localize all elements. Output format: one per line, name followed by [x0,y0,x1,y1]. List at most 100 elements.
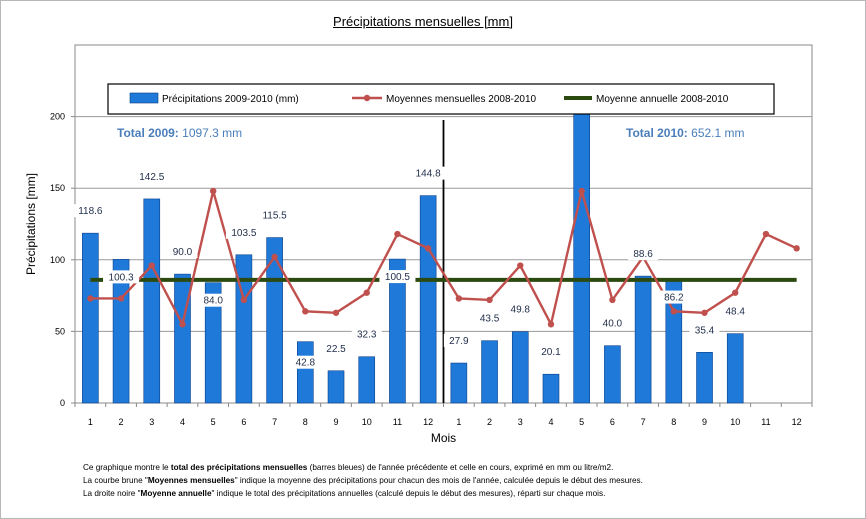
y-axis-title: Précipitations [mm] [24,173,38,275]
footnote: Ce graphique montre le total des précipi… [83,461,853,500]
data-label: 144.8 [416,169,441,180]
data-label-bg [474,311,505,325]
bar [696,352,713,404]
bar [604,345,621,404]
y-tick-label: 0 [60,398,65,408]
legend-label-monthly: Moyennes mensuelles 2008-2010 [386,94,537,105]
data-label-bg [628,247,659,261]
bar [235,254,253,404]
legend-label-annual: Moyenne annuelle 2008-2010 [596,94,729,105]
bar [450,362,468,404]
data-label-bg [535,345,566,359]
data-label: 32.3 [357,330,377,341]
footnote-line-3: La droite noire "Moyenne annuelle" indiq… [83,489,606,498]
monthly-mean-point [240,296,248,304]
monthly-mean-point [547,321,555,328]
chart-title: Précipitations mensuelles [mm] [333,14,513,29]
monthly-mean-line [90,190,798,328]
data-label: 20.1 [541,347,561,358]
data-label-bg [321,341,352,355]
data-label-bg [505,302,536,316]
bar [297,341,314,404]
bar [389,258,406,404]
y-tick-label: 50 [55,326,65,336]
data-label-bg [720,304,751,318]
data-label: 49.8 [511,305,531,316]
monthly-mean-point [670,308,678,315]
bar [419,195,437,404]
x-tick-label: 1 [88,417,93,427]
data-label: 48.4 [725,307,745,318]
data-label-bg [72,204,109,218]
monthly-mean-point [87,295,94,302]
bar [266,237,283,404]
x-tick-label: 9 [702,417,707,427]
y-tick-label: 100 [50,255,65,265]
bar [511,331,529,404]
monthly-mean-point [455,295,463,302]
data-label-bg [198,293,229,307]
data-label: 100.5 [385,272,410,283]
bar [327,370,345,404]
x-tick-label: 3 [149,417,154,427]
bar [726,333,744,404]
monthly-mean-point [732,289,739,296]
monthly-mean-point [363,289,370,296]
data-label: 115.5 [262,211,287,222]
x-tick-label: 5 [579,417,584,427]
x-tick-label: 4 [180,417,185,427]
monthly-mean-point [302,308,309,315]
data-label: 142.5 [139,172,164,183]
data-label-bg [410,166,447,180]
data-label: 90.0 [173,247,193,258]
data-label: 100.3 [109,272,134,283]
x-tick-label: 2 [487,417,492,427]
monthly-mean-point [701,309,708,316]
monthly-mean-point [424,245,432,252]
x-tick-label: 5 [211,417,216,427]
monthly-mean-point [793,245,800,252]
x-tick-label: 4 [548,417,553,427]
data-label-bg [133,169,170,183]
data-label-bg [658,290,689,304]
data-label-bg [443,334,474,348]
legend-swatch-bars [129,92,159,104]
x-tick-label: 10 [730,417,740,427]
x-tick-label: 11 [761,417,770,427]
x-tick-label: 10 [362,417,372,427]
total-2009-annotation: Total 2009: 1097.3 mm [117,126,242,140]
legend [107,83,775,115]
legend-label-bars: Précipitations 2009-2010 (mm) [162,94,299,105]
monthly-mean-point [517,262,524,269]
monthly-mean-point [394,230,401,238]
data-label-bg [689,323,720,337]
data-label-bg [351,327,382,341]
data-label: 88.6 [633,249,653,260]
data-label: 43.5 [480,314,500,325]
monthly-mean-point [271,253,278,261]
bar [358,356,376,404]
x-tick-label: 6 [610,417,615,427]
x-tick-label: 11 [393,417,402,427]
data-label: 35.4 [695,325,715,336]
data-label-bg [103,270,140,284]
y-tick-label: 200 [50,112,65,122]
x-tick-label: 12 [423,417,433,427]
monthly-mean-point [332,309,340,316]
data-label-bg [167,245,198,259]
data-label: 42.8 [296,358,316,369]
monthly-mean-point [486,296,493,304]
monthly-mean-point [609,296,616,304]
x-tick-label: 2 [119,417,124,427]
data-label: 27.9 [449,336,469,347]
x-tick-label: 7 [272,417,277,427]
bar [204,282,222,404]
bar [634,275,652,404]
x-tick-label: 12 [792,417,802,427]
bar [143,198,161,404]
bar [481,340,498,404]
data-label-bg [597,316,628,330]
data-label-bg [290,355,321,369]
x-tick-label: 9 [334,417,339,427]
